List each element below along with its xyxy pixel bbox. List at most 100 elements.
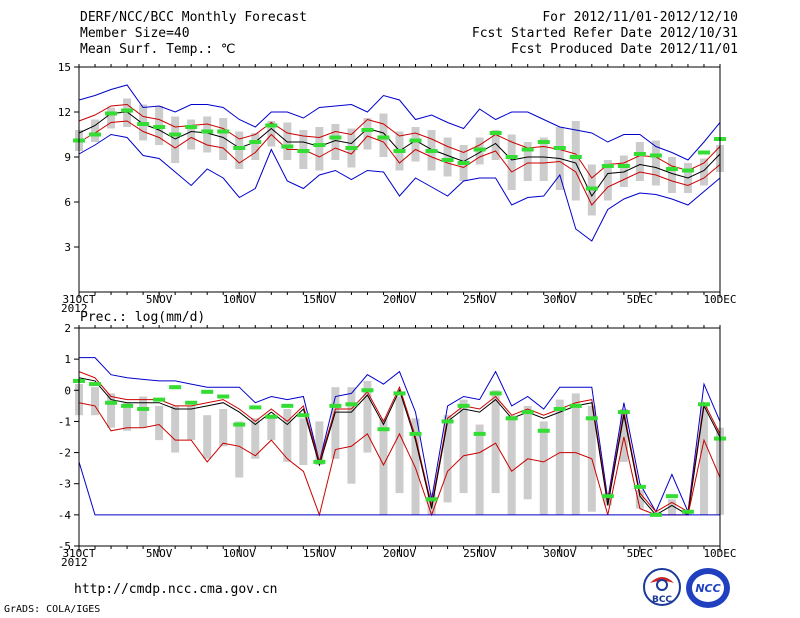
ncc-logo-text: NCC (695, 582, 720, 595)
spread-box (507, 415, 516, 515)
spread-box (443, 415, 452, 503)
y-tick-label: -5 (58, 540, 71, 553)
obs-mark (249, 405, 262, 410)
spread-box (203, 116, 212, 153)
spread-box (187, 119, 196, 150)
obs-mark (601, 164, 614, 168)
obs-mark (585, 186, 598, 191)
spread-box (667, 499, 676, 515)
obs-mark (377, 427, 390, 432)
spread-box (331, 124, 340, 160)
obs-mark (617, 164, 630, 168)
obs-mark (105, 400, 118, 405)
y-tick-label: 3 (64, 241, 71, 254)
spread-box (667, 157, 676, 193)
forecast-started-date: Fcst Started Refer Date 2012/10/31 (471, 26, 738, 41)
x-tick-label: 10DEC (703, 293, 736, 306)
obs-mark (153, 125, 166, 129)
obs-mark (633, 484, 646, 489)
obs-mark (201, 389, 214, 394)
obs-mark (505, 155, 518, 159)
header-right: For 2012/11/01-2012/12/10 Fcst Started R… (472, 10, 738, 58)
spread-box (411, 127, 420, 162)
spread-box (635, 489, 644, 509)
spread-box (523, 405, 532, 500)
obs-mark (409, 138, 422, 143)
spread-box (91, 387, 100, 416)
spread-box (283, 122, 292, 160)
obs-mark (345, 402, 358, 407)
obs-mark (265, 414, 278, 419)
spread-box (619, 408, 628, 462)
y-tick-label: -4 (58, 509, 72, 522)
obs-mark (649, 512, 662, 517)
y-tick-label: -2 (58, 447, 71, 460)
x-tick-label: 31OCT (62, 547, 95, 560)
series-min-line (78, 461, 720, 516)
spread-box (235, 131, 244, 169)
spread-box (219, 408, 228, 447)
spread-box (171, 116, 180, 163)
obs-mark (281, 144, 294, 149)
x-tick-label: 10NOV (223, 547, 256, 560)
series-q10-line (78, 120, 721, 206)
series-max-line (79, 357, 721, 514)
spread-box (219, 118, 228, 160)
spread-box (123, 402, 132, 431)
spread-box (635, 142, 644, 181)
obs-mark (329, 135, 342, 140)
x-tick-label: 15NOV (303, 293, 336, 306)
forecast-period: For 2012/11/01-2012/12/10 (542, 10, 738, 25)
obs-mark (185, 400, 198, 405)
obs-mark (393, 149, 406, 153)
x-tick-label: 20NOV (383, 293, 416, 306)
spread-box (283, 408, 292, 462)
obs-mark (697, 150, 710, 155)
x-tick-label: 20NOV (383, 547, 416, 560)
obs-mark (441, 419, 454, 424)
obs-mark (265, 123, 278, 128)
obs-mark (297, 149, 310, 153)
spread-box (571, 393, 580, 515)
x-tick-label: 5NOV (146, 293, 173, 306)
spread-box (699, 158, 708, 186)
obs-mark (425, 149, 438, 153)
footer-url[interactable]: http://cmdp.ncc.cma.gov.cn (74, 582, 278, 597)
obs-mark (633, 152, 646, 156)
obs-mark (313, 143, 326, 147)
spread-box (187, 405, 196, 441)
obs-mark (521, 410, 534, 415)
spread-box (107, 107, 116, 129)
x-tick-label: 31OCT (62, 293, 95, 306)
obs-mark (537, 140, 550, 144)
spread-box (91, 119, 100, 142)
obs-mark (249, 140, 262, 144)
spread-box (251, 133, 260, 160)
spread-box (315, 421, 324, 466)
header-left: DERF/NCC/BCC Monthly Forecast Member Siz… (80, 10, 307, 58)
obs-mark (185, 125, 198, 129)
chart-main-title: DERF/NCC/BCC Monthly Forecast (80, 10, 307, 25)
obs-mark (601, 494, 614, 499)
x-tick-label: 30NOV (543, 547, 576, 560)
obs-mark (473, 147, 486, 152)
obs-mark (489, 391, 502, 396)
spread-box (299, 418, 308, 466)
obs-mark (313, 459, 326, 464)
obs-mark (281, 403, 294, 408)
obs-mark (585, 416, 598, 421)
obs-mark (233, 146, 246, 150)
obs-mark (377, 135, 390, 140)
y-tick-label: 6 (64, 196, 71, 209)
x-tick-label: 25NOV (463, 293, 496, 306)
obs-mark (345, 146, 358, 150)
y-tick-label: -3 (58, 478, 71, 491)
obs-mark (121, 108, 134, 113)
obs-mark (329, 403, 342, 408)
grads-credit: GrADS: COLA/IGES (4, 604, 101, 615)
spread-box (411, 418, 420, 515)
obs-mark (409, 431, 422, 436)
spread-box (267, 418, 276, 441)
spread-box (539, 137, 548, 181)
obs-mark (505, 416, 518, 421)
